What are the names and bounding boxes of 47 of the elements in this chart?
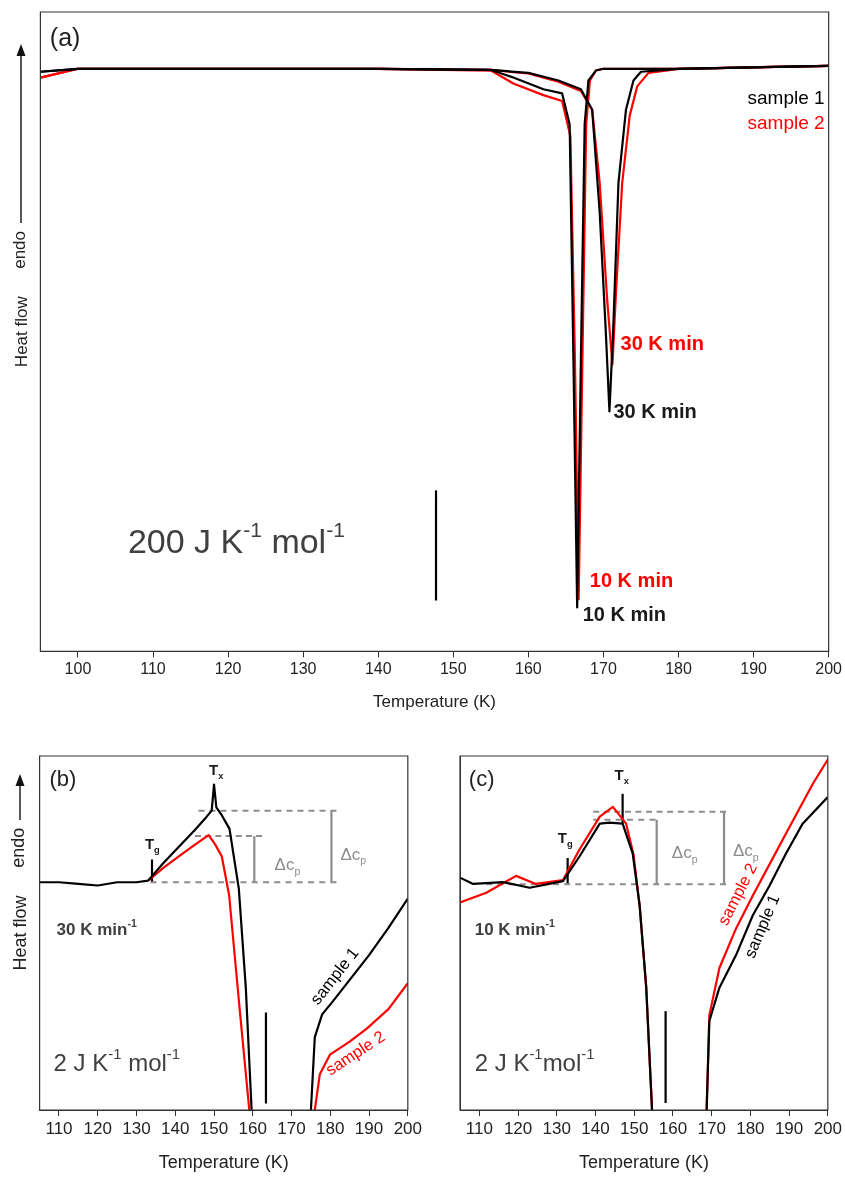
- x-tick-label: 120: [503, 1118, 533, 1138]
- x-tick-label: 200: [813, 1118, 843, 1138]
- annotation: 30 K min: [613, 400, 697, 423]
- text: endo: [8, 827, 29, 868]
- text: (a): [49, 23, 81, 52]
- x-axis-title: Temperature (K): [578, 1152, 709, 1173]
- x-tick-label: 110: [45, 1118, 73, 1138]
- x-tick-label: 200: [393, 1118, 423, 1138]
- annotation: (b): [49, 765, 77, 791]
- x-tick-label: 190: [354, 1118, 384, 1138]
- x-tick-label: 180: [665, 660, 692, 678]
- x-axis-title: Temperature (K): [373, 692, 496, 712]
- x-tick-label: 130: [289, 660, 317, 678]
- annotation: 10 K min: [582, 603, 667, 626]
- x-tick-label: 150: [199, 1118, 229, 1138]
- x-tick-label: 120: [214, 660, 242, 678]
- text: endo: [10, 230, 30, 269]
- x-tick-label: 130: [542, 1118, 571, 1138]
- y-axis-title: Heat flow: [9, 894, 30, 971]
- x-tick-label: 140: [161, 1118, 190, 1138]
- x-tick-label: 110: [465, 1118, 493, 1138]
- annotation: 30 K min: [620, 332, 704, 354]
- x-tick-label: 140: [364, 660, 392, 678]
- y-axis-title: Heat flow: [11, 295, 31, 368]
- annotation: 10 K min: [589, 569, 674, 592]
- x-tick-label: 170: [277, 1118, 306, 1138]
- x-tick-label: 190: [740, 660, 768, 678]
- x-tick-label: 100: [64, 660, 92, 678]
- x-tick-label: 160: [238, 1118, 267, 1138]
- x-tick-label: 150: [439, 660, 467, 678]
- x-tick-label: 160: [515, 660, 542, 678]
- series-label: sample 1: [747, 86, 825, 108]
- x-tick-label: 170: [697, 1118, 726, 1138]
- text: sample 2: [747, 111, 825, 133]
- x-tick-label: 120: [83, 1118, 112, 1138]
- x-tick-label: 110: [140, 660, 166, 678]
- x-tick-label: 150: [620, 1118, 649, 1138]
- annotation: (c): [468, 765, 495, 791]
- x-tick-label: 180: [736, 1118, 765, 1138]
- x-tick-label: 140: [581, 1118, 610, 1138]
- x-tick-label: 130: [122, 1118, 151, 1138]
- x-tick-label: 180: [316, 1118, 345, 1138]
- x-tick-label: 200: [815, 660, 843, 678]
- x-tick-label: 170: [590, 660, 617, 678]
- x-tick-label: 160: [658, 1118, 688, 1138]
- x-axis-title: Temperature (K): [158, 1152, 289, 1173]
- x-tick-label: 190: [774, 1118, 804, 1138]
